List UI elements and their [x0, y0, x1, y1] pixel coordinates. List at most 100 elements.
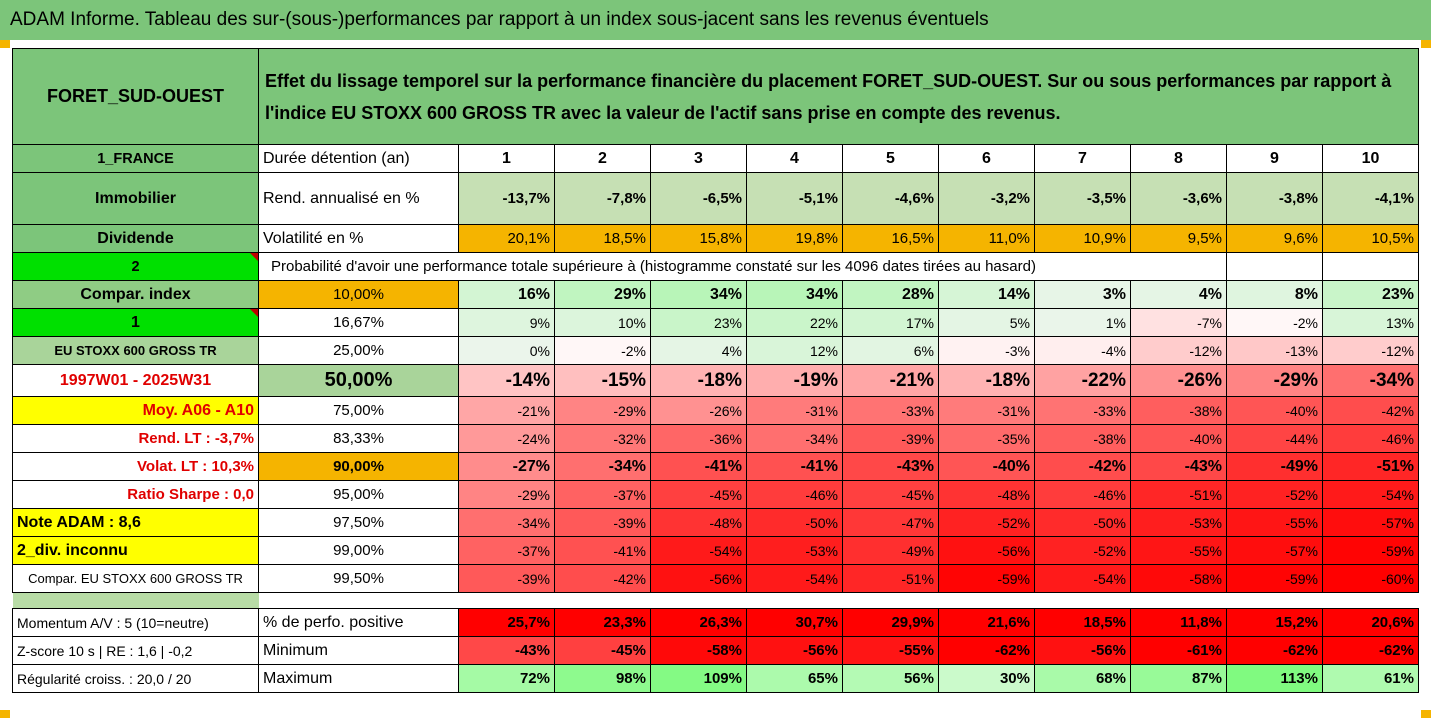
- value-cell: -26%: [650, 396, 747, 425]
- row-label: Compar. index: [12, 280, 259, 309]
- value-cell: 3: [650, 144, 747, 173]
- value-cell: -19%: [746, 364, 843, 397]
- value-cell: -54%: [1322, 480, 1419, 509]
- value-cell: -57%: [1226, 536, 1323, 565]
- value-cell: -43%: [842, 452, 939, 481]
- fund-description: Effet du lissage temporel sur la perform…: [258, 48, 1419, 145]
- value-cell: -13,7%: [458, 172, 555, 225]
- value-cell: -46%: [1322, 424, 1419, 453]
- value-cell: -54%: [650, 536, 747, 565]
- vol-row: Dividende Volatilité en % 20,1% 18,5% 15,8…: [12, 224, 1419, 253]
- value-cell: -4,6%: [842, 172, 939, 225]
- value-cell: -59%: [938, 564, 1035, 593]
- value-cell: 56%: [842, 664, 939, 693]
- performance-table: FORET_SUD-OUEST Effet du lissage tempore…: [12, 48, 1419, 693]
- prob-label: Probabilité d'avoir une performance tota…: [271, 258, 1036, 275]
- income-label: Dividende: [12, 224, 259, 253]
- value-cell: -50%: [1034, 508, 1131, 537]
- value-cell: 98%: [554, 664, 651, 693]
- rend-label: Rend. annualisé en %: [258, 172, 459, 225]
- value-cell: -49%: [842, 536, 939, 565]
- value-cell: -3,2%: [938, 172, 1035, 225]
- value-cell: 17%: [842, 308, 939, 337]
- value-cell: -31%: [938, 396, 1035, 425]
- percentile-cell: 95,00%: [258, 480, 459, 509]
- value-cell: -55%: [1130, 536, 1227, 565]
- value-cell: -3,8%: [1226, 172, 1323, 225]
- value-cell: -52%: [1226, 480, 1323, 509]
- value-cell: -51%: [1322, 452, 1419, 481]
- summary-row: Régularité croiss. : 20,0 / 20 Maximum 72%…: [12, 664, 1419, 693]
- value-cell: 6: [938, 144, 1035, 173]
- percentile-cell: 50,00%: [258, 364, 459, 397]
- value-cell: 1: [458, 144, 555, 173]
- value-cell: -2%: [554, 336, 651, 365]
- value-cell: -39%: [842, 424, 939, 453]
- value-cell: 18,5%: [554, 224, 651, 253]
- value-cell: -31%: [746, 396, 843, 425]
- row-label: Moy. A06 - A10: [12, 396, 259, 425]
- value-cell: -55%: [842, 636, 939, 665]
- spacer-cell: [12, 592, 259, 609]
- country-label: 1_FRANCE: [12, 144, 259, 173]
- value-cell: -38%: [1130, 396, 1227, 425]
- type-label: Immobilier: [12, 172, 259, 225]
- value-cell: 30%: [938, 664, 1035, 693]
- value-cell: 29,9%: [842, 608, 939, 637]
- value-cell: 23%: [1322, 280, 1419, 309]
- value-cell: -54%: [746, 564, 843, 593]
- table-row: 2_div. inconnu 99,00% -37% -41% -54% -53% -49%…: [12, 536, 1419, 565]
- table-row: Rend. LT : -3,7% 83,33% -24% -32% -36% -34% -3…: [12, 424, 1419, 453]
- value-cell: 34%: [746, 280, 843, 309]
- value-cell: 9: [1226, 144, 1323, 173]
- empty-cell: [1226, 252, 1323, 281]
- table-row: 1 16,67% 9% 10% 23% 22% 17% 5% 1% -7% -2% 13%: [12, 308, 1419, 337]
- value-cell: -56%: [746, 636, 843, 665]
- value-cell: -34%: [1322, 364, 1419, 397]
- value-cell: -4,1%: [1322, 172, 1419, 225]
- value-cell: -42%: [1322, 396, 1419, 425]
- value-cell: -42%: [554, 564, 651, 593]
- value-cell: 15,2%: [1226, 608, 1323, 637]
- value-cell: -3,6%: [1130, 172, 1227, 225]
- row-label: 1997W01 - 2025W31: [12, 364, 259, 397]
- value-cell: -56%: [938, 536, 1035, 565]
- value-cell: 2: [554, 144, 651, 173]
- value-cell: -53%: [746, 536, 843, 565]
- value-cell: -53%: [1130, 508, 1227, 537]
- empty-cell: [1322, 252, 1419, 281]
- value-cell: -50%: [746, 508, 843, 537]
- row-label: Rend. LT : -3,7%: [12, 424, 259, 453]
- percentile-cell: 75,00%: [258, 396, 459, 425]
- value-cell: -4%: [1034, 336, 1131, 365]
- corner-marker: [1421, 40, 1431, 48]
- value-cell: -26%: [1130, 364, 1227, 397]
- value-cell: -51%: [842, 564, 939, 593]
- value-cell: -45%: [842, 480, 939, 509]
- summary-label: % de perfo. positive: [258, 608, 459, 637]
- value-cell: 61%: [1322, 664, 1419, 693]
- value-cell: -3%: [938, 336, 1035, 365]
- value-cell: -47%: [842, 508, 939, 537]
- value-cell: 72%: [458, 664, 555, 693]
- value-cell: -40%: [1130, 424, 1227, 453]
- row-label: Note ADAM : 8,6: [12, 508, 259, 537]
- value-cell: -59%: [1226, 564, 1323, 593]
- percentile-cell: 99,50%: [258, 564, 459, 593]
- value-cell: -37%: [458, 536, 555, 565]
- value-cell: -52%: [938, 508, 1035, 537]
- value-cell: 18,5%: [1034, 608, 1131, 637]
- value-cell: 1%: [1034, 308, 1131, 337]
- summary-left-label: Momentum A/V : 5 (10=neutre): [12, 608, 259, 637]
- value-cell: 23,3%: [554, 608, 651, 637]
- value-cell: -46%: [1034, 480, 1131, 509]
- table-row: 1997W01 - 2025W31 50,00% -14% -15% -18% -19% -…: [12, 364, 1419, 397]
- value-cell: 15,8%: [650, 224, 747, 253]
- percentile-cell: 83,33%: [258, 424, 459, 453]
- prob-row: 2 Probabilité d'avoir une performance to…: [12, 252, 1419, 281]
- value-cell: -34%: [746, 424, 843, 453]
- value-cell: 23%: [650, 308, 747, 337]
- value-cell: -49%: [1226, 452, 1323, 481]
- value-cell: 8%: [1226, 280, 1323, 309]
- value-cell: 30,7%: [746, 608, 843, 637]
